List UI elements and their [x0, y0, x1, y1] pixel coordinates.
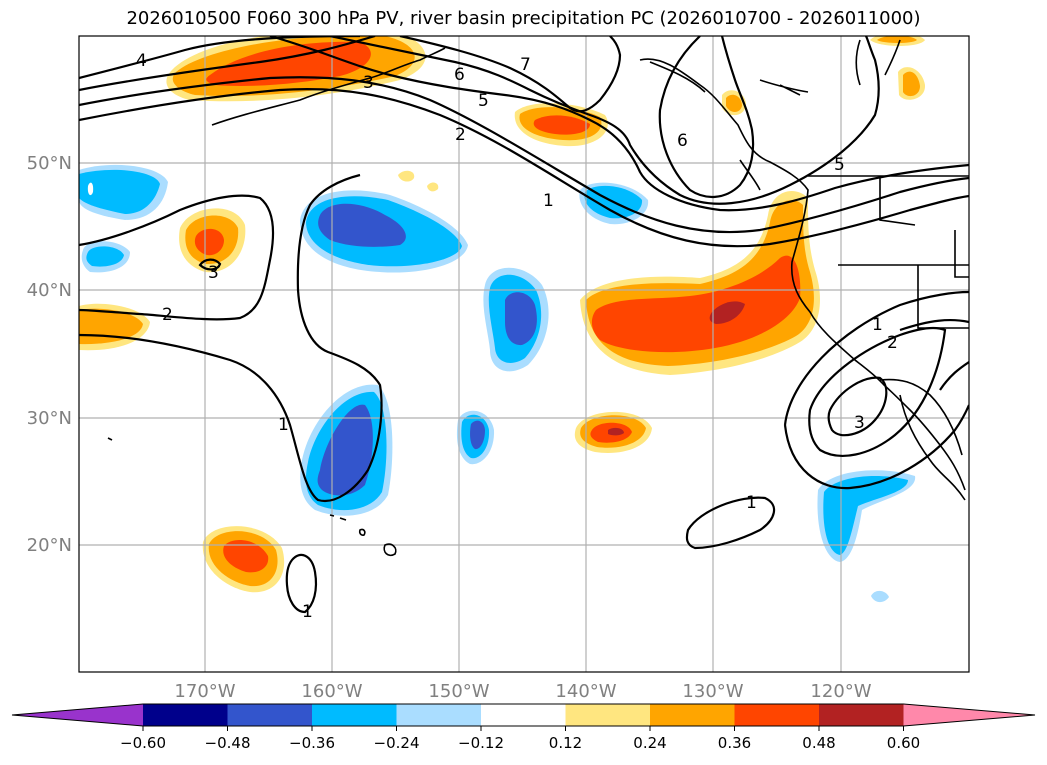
contour-label: 4 — [136, 51, 147, 71]
colorbar-extend-high — [903, 704, 1035, 726]
contour-label: 2 — [162, 305, 173, 325]
anomaly-region — [318, 203, 406, 247]
colorbar-segment — [227, 704, 313, 726]
contour-label: 2 — [455, 125, 466, 145]
pv-contour — [685, 496, 776, 550]
contour-label: 1 — [543, 191, 554, 211]
lon-label: 160°W — [301, 681, 362, 702]
colorbar-tick-label: −0.48 — [205, 734, 251, 752]
colorbar-segment — [819, 704, 904, 726]
anomaly-region — [470, 420, 485, 450]
pv-contour — [899, 318, 969, 332]
pv-contour — [939, 361, 969, 391]
colorbar-tick-label: 0.36 — [718, 734, 751, 752]
colorbar-segment — [734, 704, 820, 726]
colorbar-segment — [396, 704, 482, 726]
lon-label: 150°W — [428, 681, 489, 702]
anomaly-region — [86, 246, 124, 267]
contour-label: 6 — [454, 65, 465, 85]
pv-contour — [827, 376, 888, 437]
anomaly-region — [871, 590, 889, 603]
pv-contour — [399, 36, 622, 113]
pv-contour — [79, 173, 383, 503]
colorbar-segment — [565, 704, 651, 726]
anomaly-region — [726, 94, 742, 112]
contour-label: 3 — [208, 263, 219, 283]
lon-label: 170°W — [174, 681, 235, 702]
colorbar-segment — [650, 704, 735, 726]
contour-label: 5 — [834, 155, 845, 175]
anomaly-region — [903, 71, 920, 97]
lon-label: 140°W — [555, 681, 616, 702]
colorbar-tick-label: 0.12 — [549, 734, 582, 752]
contour-label: 2 — [887, 333, 898, 353]
anomaly-region — [533, 115, 590, 135]
colorbar-tick-label: −0.12 — [458, 734, 504, 752]
colorbar-tick-label: −0.36 — [289, 734, 335, 752]
colorbar-segment — [143, 704, 228, 726]
pv-contour — [329, 36, 880, 205]
contour-label: 6 — [677, 131, 688, 151]
map-frame — [78, 35, 970, 673]
contour-labels: 4 3 7 6 5 2 1 6 5 3 2 1 1 2 3 1 1 — [136, 51, 898, 622]
pv-contour — [79, 36, 376, 92]
contour-label: 1 — [278, 415, 289, 435]
pv-contour — [783, 290, 969, 426]
latitude-labels: 50°N 40°N 30°N 20°N — [27, 153, 72, 556]
contour-label: 1 — [746, 493, 757, 513]
lat-label: 40°N — [27, 280, 72, 301]
pv-contour — [79, 76, 969, 234]
pv-contour — [269, 36, 969, 212]
colorbar-segment — [312, 704, 397, 726]
anomaly-region — [206, 41, 371, 86]
contour-label: 1 — [302, 602, 313, 622]
pv-contour — [808, 326, 947, 457]
lon-label: 130°W — [682, 681, 743, 702]
anomaly-region — [591, 255, 801, 353]
anomaly-region — [608, 427, 624, 436]
colorbar-tick-label: 0.48 — [802, 734, 835, 752]
anomaly-region — [223, 540, 269, 573]
anomaly-region — [398, 170, 415, 182]
colorbar: −0.60 −0.48 −0.36 −0.24 −0.12 0.12 0.24 0.36 0.4… — [11, 703, 1036, 752]
anomaly-region — [79, 169, 160, 214]
colorbar-tick-label: 0.60 — [887, 734, 920, 752]
anomaly-region — [194, 228, 224, 256]
pv-contour — [79, 36, 361, 80]
anomaly-region — [505, 292, 537, 346]
contour-label: 5 — [478, 91, 489, 111]
anomaly-region — [877, 36, 917, 43]
shaded-field — [79, 36, 926, 603]
pv-contour — [783, 404, 969, 490]
pv-contour — [285, 553, 318, 614]
colorbar-tick-label: −0.60 — [120, 734, 166, 752]
coastlines — [107, 39, 969, 557]
map-gridlines — [79, 36, 969, 672]
colorbar-tick-label: −0.24 — [374, 734, 420, 752]
anomaly-region — [709, 301, 745, 324]
pv-contour — [198, 258, 222, 271]
contour-label: 3 — [363, 73, 374, 93]
pv-contours — [79, 36, 969, 614]
contour-label: 7 — [520, 55, 531, 75]
lon-label: 120°W — [810, 681, 871, 702]
colorbar-tick-label: 0.24 — [633, 734, 666, 752]
anomaly-region — [87, 182, 94, 196]
colorbar-segment — [481, 704, 566, 726]
anomaly-region — [823, 476, 908, 555]
map-title: 2026010500 F060 300 hPa PV, river basin … — [126, 8, 921, 29]
lat-label: 20°N — [27, 535, 72, 556]
pv-contour — [79, 88, 969, 248]
colorbar-extend-low — [12, 704, 143, 726]
lat-label: 30°N — [27, 408, 72, 429]
longitude-labels: 170°W 160°W 150°W 140°W 130°W 120°W — [174, 681, 871, 702]
contour-label: 1 — [872, 315, 883, 335]
map-plot-area: 4 3 7 6 5 2 1 6 5 3 2 1 1 2 3 1 1 — [79, 36, 969, 672]
lat-label: 50°N — [27, 153, 72, 174]
pv-contour — [658, 36, 755, 198]
anomaly-region — [427, 182, 439, 192]
contour-label: 3 — [854, 413, 865, 433]
pv-contour — [79, 194, 275, 321]
